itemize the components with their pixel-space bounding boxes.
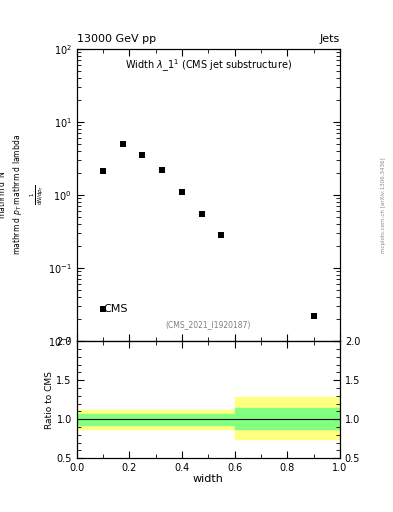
Y-axis label: mathrm d$^2$N
mathrm d $p_T$ mathrm d lambda
$\frac{1}{\mathrm{d}N/\mathrm{d}p_T: mathrm d$^2$N mathrm d $p_T$ mathrm d la… (0, 135, 45, 255)
Point (100, 167, 106, 176)
Y-axis label: Ratio to CMS: Ratio to CMS (45, 371, 53, 429)
Point (179, 188, 185, 196)
Text: mcplots.cern.ch [arXiv:1306.3436]: mcplots.cern.ch [arXiv:1306.3436] (381, 157, 386, 252)
Point (219, 231, 225, 240)
Text: CMS: CMS (103, 304, 127, 313)
Text: 13000 GeV pp: 13000 GeV pp (77, 33, 156, 44)
Text: (CMS_2021_I1920187): (CMS_2021_I1920187) (165, 321, 251, 330)
Point (119, 140, 126, 148)
Point (198, 210, 205, 218)
Text: Jets: Jets (320, 33, 340, 44)
Point (159, 166, 165, 174)
Point (100, 305, 106, 313)
X-axis label: width: width (193, 475, 224, 484)
Point (310, 312, 317, 321)
Point (140, 151, 146, 159)
Text: Width $\lambda\_1^1$ (CMS jet substructure): Width $\lambda\_1^1$ (CMS jet substructu… (125, 57, 292, 74)
